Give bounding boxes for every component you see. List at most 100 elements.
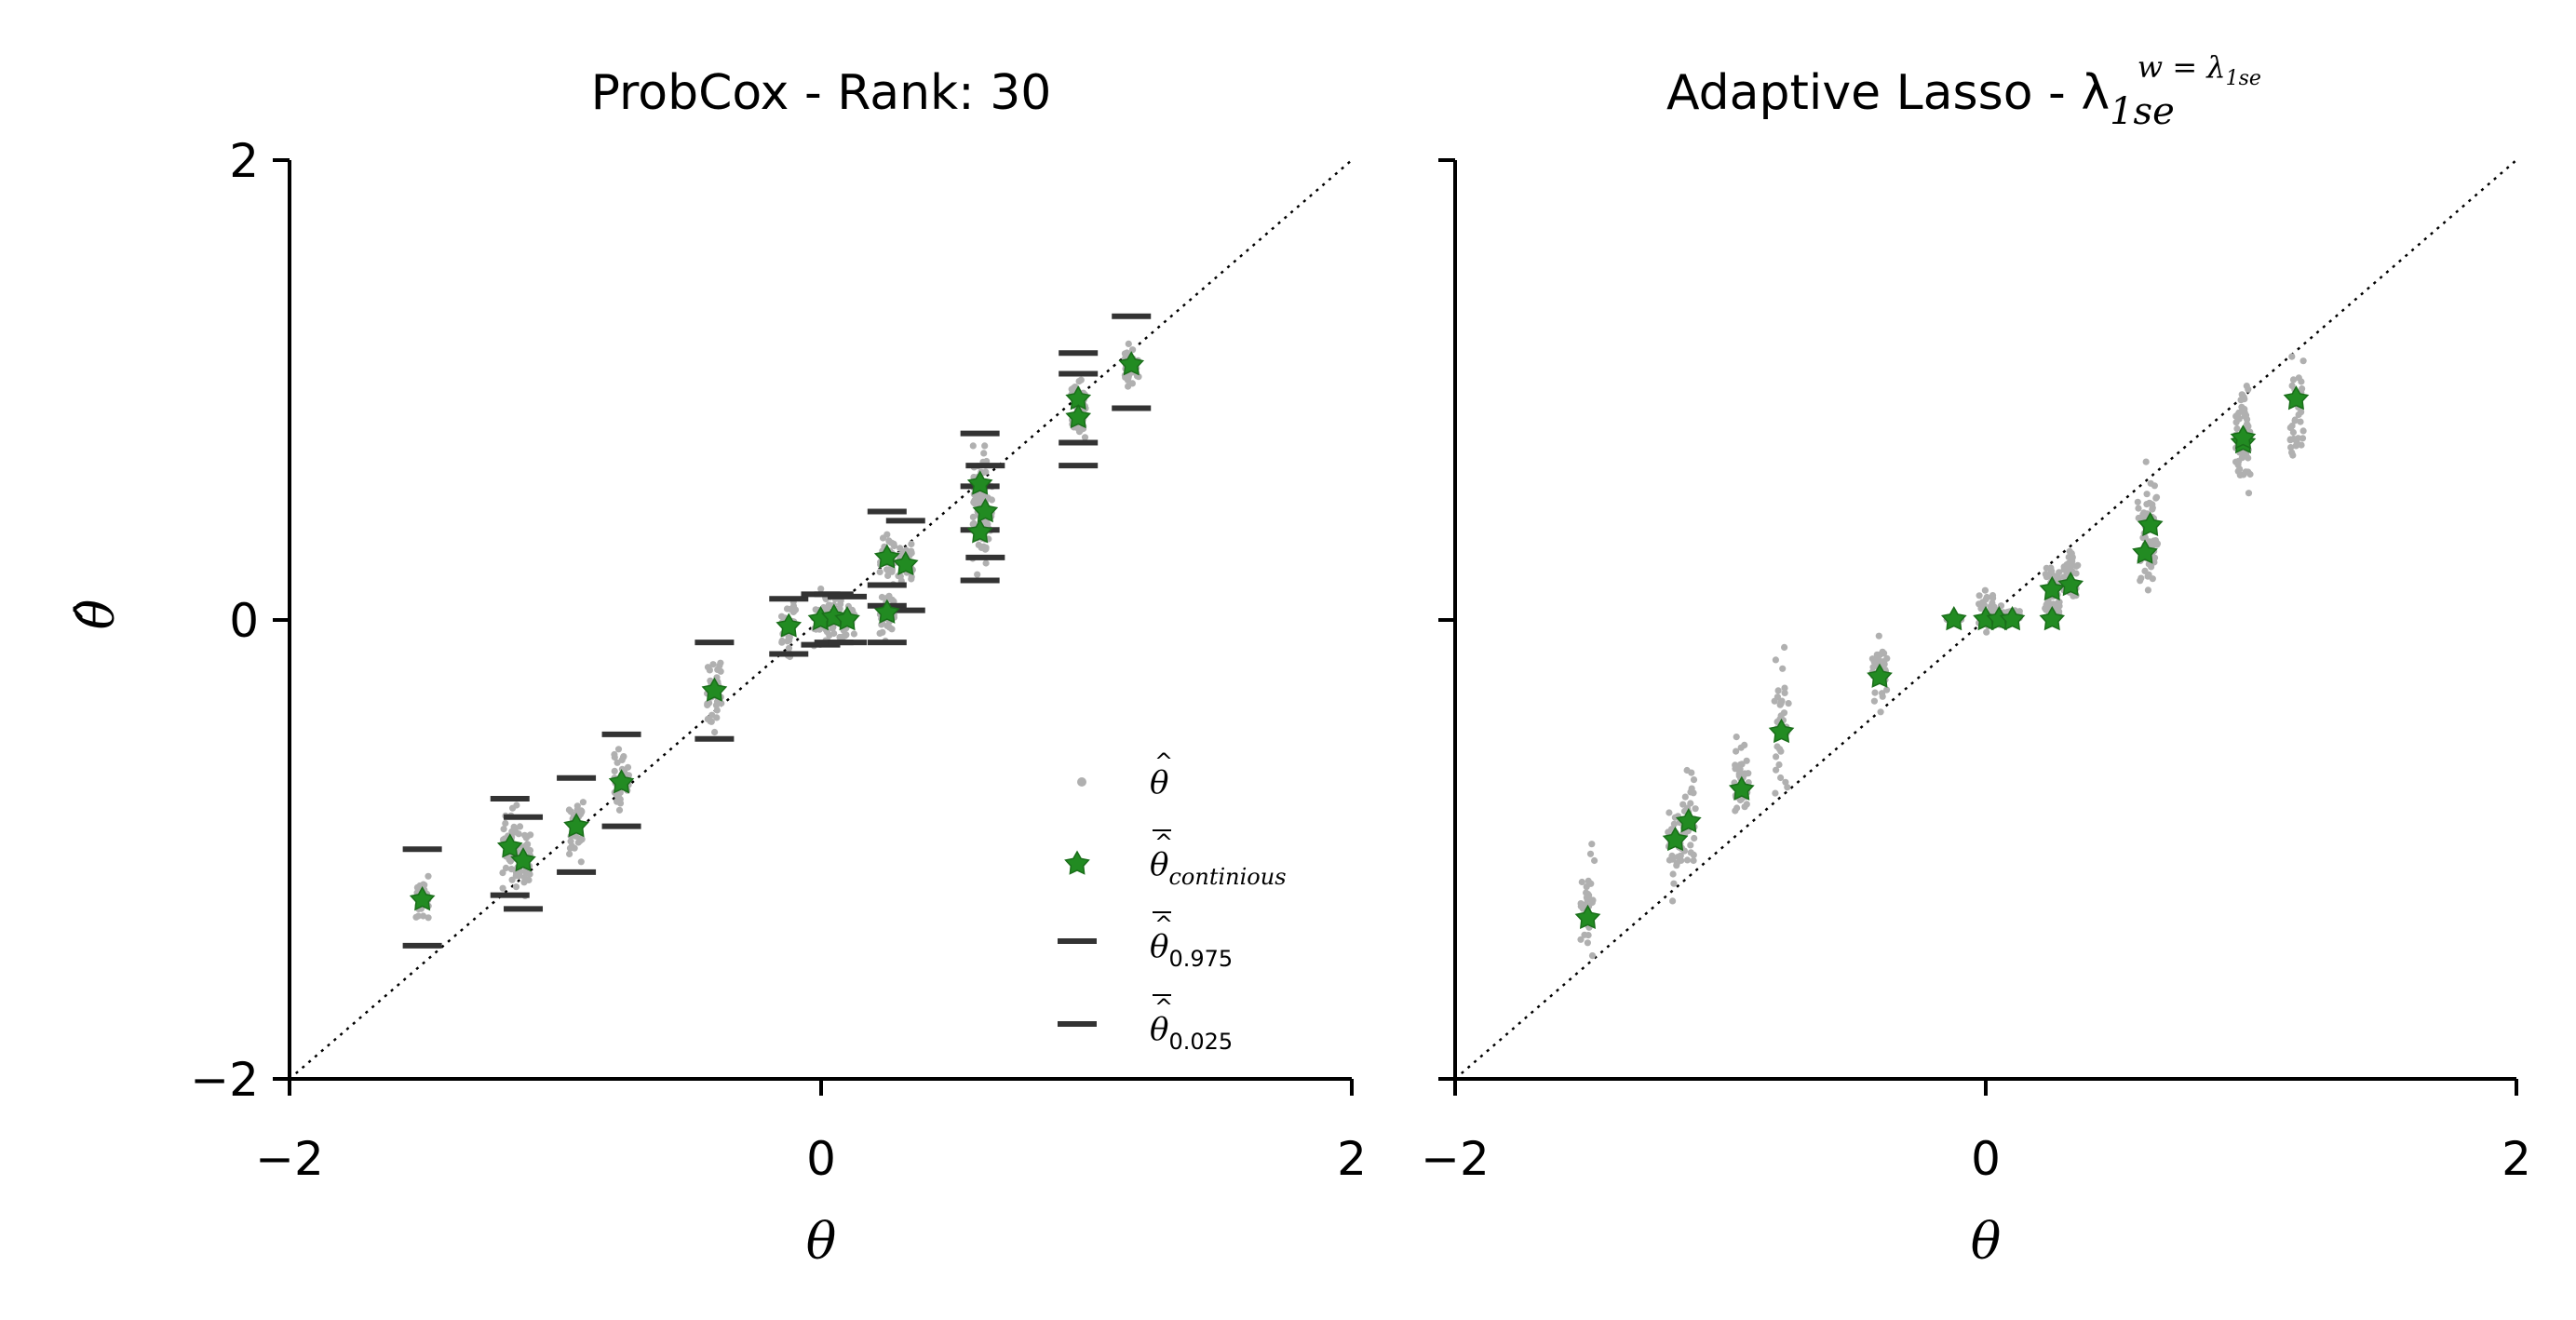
theta-hat-point xyxy=(420,912,427,920)
theta-mean-star xyxy=(2039,575,2066,601)
theta-hat-point xyxy=(499,869,506,877)
panel-right: Adaptive Lasso - λ1sew = λ1se −2 0 2 θ xyxy=(1421,49,2531,1271)
theta-hat-point xyxy=(1871,689,1879,696)
theta-hat-point xyxy=(509,804,517,812)
theta-hat-point xyxy=(618,756,626,764)
theta-hat-point xyxy=(2287,444,2295,451)
theta-hat-point xyxy=(2298,378,2305,385)
theta-hat-point xyxy=(1585,877,1592,885)
theta-hat-point xyxy=(1581,931,1588,938)
theta-mean-star xyxy=(820,603,847,628)
theta-mean-star xyxy=(1999,605,2026,631)
theta-hat-point xyxy=(526,870,533,878)
theta-mean-star xyxy=(972,497,999,523)
theta-hat-point xyxy=(1125,340,1132,347)
theta-hat-point xyxy=(1784,784,1791,791)
legend-entry: θ ^ xyxy=(1077,748,1173,801)
theta-hat-point xyxy=(839,633,847,640)
theta-hat-point xyxy=(578,836,586,843)
theta-hat-point xyxy=(2139,534,2147,542)
legend-entry: θ0.025 ^ xyxy=(1058,994,1233,1055)
theta-hat-point xyxy=(2151,482,2158,490)
theta-hat-point xyxy=(787,605,794,613)
theta-hat-point xyxy=(1745,770,1752,777)
theta-hat-point xyxy=(1681,793,1689,801)
theta-hat-point xyxy=(1668,852,1676,860)
theta-mean-star xyxy=(496,833,523,858)
theta-hat-point xyxy=(425,914,432,922)
theta-mean-star xyxy=(2137,511,2164,537)
panel-left-legend: θ ^ θcontinious ^ θ0.975 ^ θ0.025 ^ xyxy=(1058,748,1287,1055)
theta-hat-point xyxy=(2060,566,2068,573)
x-tick-label: −2 xyxy=(255,1132,324,1186)
x-tick-label: −2 xyxy=(1421,1132,1490,1186)
theta-hat-point xyxy=(2297,418,2304,425)
theta-hat-point xyxy=(499,884,506,892)
theta-hat-point xyxy=(2043,564,2050,572)
legend-hat-accent: ^ xyxy=(1154,911,1173,937)
theta-mean-star xyxy=(966,470,993,495)
theta-hat-point xyxy=(425,872,432,880)
legend-entry: θcontinious ^ xyxy=(1064,829,1287,890)
theta-mean-star xyxy=(409,885,436,911)
legend-hat-accent: ^ xyxy=(1154,748,1173,774)
theta-hat-point xyxy=(778,637,786,645)
legend-label: θcontinious xyxy=(1150,846,1287,890)
theta-mean-star xyxy=(1662,826,1689,852)
theta-hat-point xyxy=(2134,498,2141,505)
theta-hat-point xyxy=(1585,890,1592,898)
theta-mean-star xyxy=(1118,351,1145,376)
theta-hat-point xyxy=(502,819,509,828)
theta-hat-point xyxy=(2074,561,2082,569)
theta-hat-point xyxy=(2298,441,2305,449)
theta-hat-point xyxy=(1737,744,1745,751)
theta-hat-point xyxy=(1781,689,1788,697)
theta-hat-point xyxy=(2288,353,2296,360)
theta-hat-point xyxy=(885,537,893,545)
theta-hat-point xyxy=(850,630,858,638)
theta-hat-point xyxy=(2300,357,2307,365)
theta-hat-point xyxy=(2245,490,2253,497)
theta-hat-point xyxy=(1588,841,1596,848)
theta-hat-point xyxy=(1741,803,1748,811)
theta-hat-point xyxy=(1687,842,1694,849)
theta-mean-star xyxy=(2039,605,2066,631)
theta-hat-point xyxy=(1129,346,1137,354)
panel-left-x-axis-label: θ xyxy=(806,1212,837,1271)
theta-hat-point xyxy=(507,866,516,873)
theta-hat-point xyxy=(567,808,574,815)
panel-right-x-axis-label: θ xyxy=(1971,1212,2002,1271)
theta-hat-point xyxy=(1669,870,1677,878)
theta-hat-point xyxy=(1990,603,1998,611)
theta-hat-point xyxy=(785,644,793,652)
theta-hat-point xyxy=(521,831,529,839)
theta-hat-point xyxy=(969,513,977,521)
theta-hat-point xyxy=(1785,700,1792,707)
theta-hat-point xyxy=(709,661,717,668)
theta-hat-point xyxy=(2295,411,2302,419)
panel-left: ProbCox - Rank: 30 2 0 −2 −2 0 2 θ θ̂ xyxy=(67,65,1367,1271)
theta-hat-point xyxy=(1666,809,1673,816)
panel-left-title: ProbCox - Rank: 30 xyxy=(591,65,1052,121)
theta-hat-point xyxy=(1733,748,1740,755)
theta-hat-point xyxy=(2152,494,2160,502)
theta-hat-point xyxy=(2236,465,2244,473)
theta-hat-point xyxy=(1881,658,1888,666)
theta-hat-point xyxy=(1588,952,1597,960)
theta-hat-point xyxy=(1777,700,1785,707)
theta-hat-point xyxy=(516,823,524,830)
theta-hat-point xyxy=(516,872,523,880)
theta-mean-star xyxy=(873,544,900,569)
theta-hat-point xyxy=(614,798,621,805)
theta-hat-point xyxy=(704,664,712,671)
theta-mean-star xyxy=(2057,571,2084,597)
theta-hat-point xyxy=(1688,785,1695,792)
theta-hat-point xyxy=(615,806,624,814)
theta-mean-star xyxy=(966,519,993,544)
theta-mean-star xyxy=(563,813,589,838)
theta-hat-point xyxy=(1578,878,1585,886)
theta-hat-point xyxy=(2135,505,2142,512)
theta-hat-point xyxy=(520,873,528,882)
theta-mean-star xyxy=(1574,904,1601,930)
